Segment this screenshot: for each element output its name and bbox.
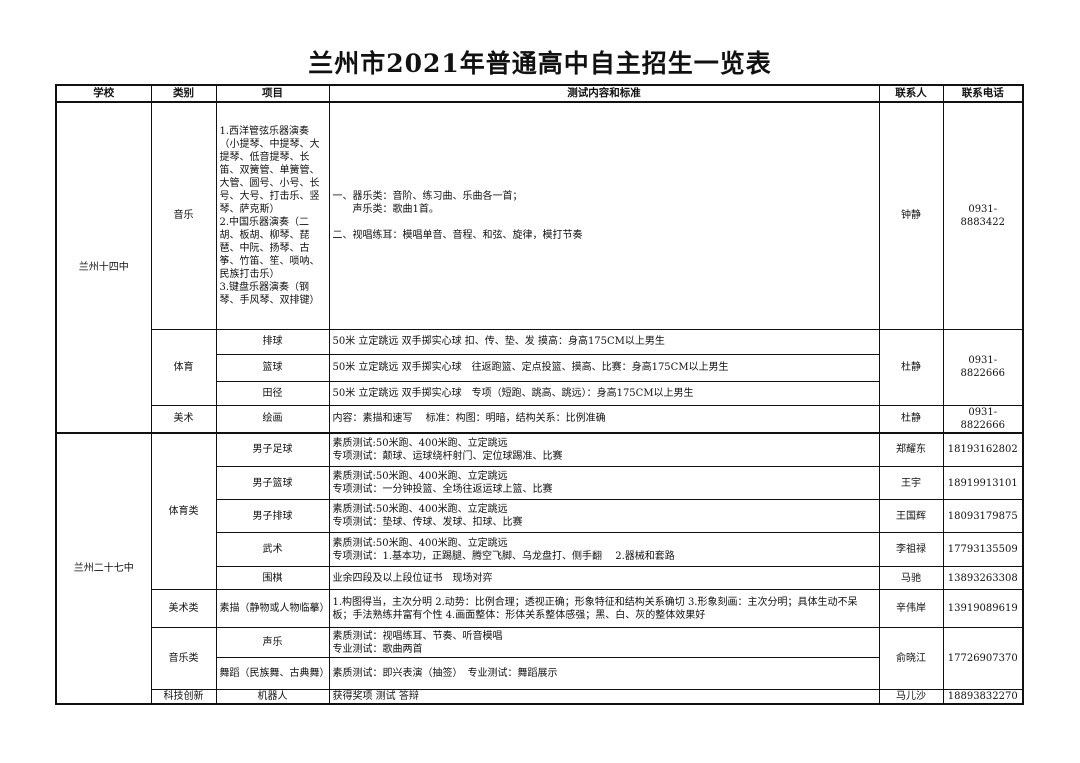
contact: 王国辉 <box>878 499 944 533</box>
item: 篮球 <box>215 353 330 382</box>
contact: 俞晓江 <box>878 627 944 690</box>
header-contact: 联系人 <box>878 84 944 103</box>
contact: 李祖禄 <box>878 532 944 567</box>
contact: 马儿沙 <box>878 689 944 705</box>
phone: 18919913101 <box>942 466 1024 500</box>
category: 音乐类 <box>150 627 217 690</box>
item: 田径 <box>215 380 330 406</box>
category: 体育 <box>150 328 217 406</box>
header-content: 测试内容和标准 <box>328 84 880 103</box>
content: 获得奖项 测试 答辩 <box>328 689 880 705</box>
item: 武术 <box>215 532 330 567</box>
phone: 17793135509 <box>942 532 1024 567</box>
page-title: 兰州市2021年普通高中自主招生一览表 <box>308 49 772 78</box>
header-row: 学校 类别 项目 测试内容和标准 联系人 联系电话 <box>55 84 1024 103</box>
table-row: 音乐类 声乐 素质测试：视唱练耳、节奏、听音模唱 专业测试：歌曲两首 俞晓江 1… <box>56 627 1024 690</box>
content: 素质测试:50米跑、400米跑、立定跳远 专项测试：一分钟投篮、全场往返运球上篮… <box>328 466 880 500</box>
item: 男子篮球 <box>215 466 330 500</box>
phone: 13893263308 <box>942 566 1024 590</box>
header-item: 项目 <box>215 84 330 103</box>
content: 业余四段及以上段位证书 现场对弈 <box>328 566 880 590</box>
content: 一、器乐类：音阶、练习曲、乐曲各一首； 声乐类：歌曲1首。 二、视唱练耳：模唱单… <box>328 101 880 330</box>
table-row: 男子篮球 素质测试:50米跑、400米跑、立定跳远 专项测试：一分钟投篮、全场往… <box>56 466 1024 500</box>
item: 绘画 <box>215 404 330 433</box>
phone: 0931-8822666 <box>942 404 1024 433</box>
table-row: 美术类 素描（静物或人物临摹） 1.构图得当，主次分明 2.动势：比例合理；透视… <box>56 589 1024 628</box>
table-row: 舞蹈（民族舞、古典舞） 素质测试：即兴表演（抽签） 专业测试：舞蹈展示 <box>56 657 1023 690</box>
item: 1.西洋管弦乐器演奏（小提琴、中提琴、大提琴、低音提琴、长笛、双簧管、单簧管、大… <box>215 101 330 330</box>
item: 舞蹈（民族舞、古典舞） <box>215 657 330 690</box>
category: 美术类 <box>150 589 217 628</box>
category: 美术 <box>150 404 217 433</box>
phone: 18193162802 <box>942 432 1024 467</box>
content: 50米 立定跳远 双手掷实心球 专项（短跑、跳高、跳远）：身高175CM以上男生 <box>328 380 880 406</box>
table-row: 田径 50米 立定跳远 双手掷实心球 专项（短跑、跳高、跳远）：身高175CM以… <box>56 380 1023 406</box>
contact: 杜静 <box>878 404 944 433</box>
content: 素质测试:50米跑、400米跑、立定跳远 专项测试：颠球、运球绕杆射门、定位球踢… <box>328 432 880 467</box>
phone: 13919089619 <box>942 589 1024 628</box>
content: 素质测试:50米跑、400米跑、立定跳远 专项测试：1.基本功，正踢腿、腾空飞脚… <box>328 532 880 567</box>
content: 50米 立定跳远 双手掷实心球 往返跑篮、定点投篮、摸高、比赛：身高175CM以… <box>328 353 880 382</box>
header-category: 类别 <box>150 84 217 103</box>
item: 男子排球 <box>215 499 330 533</box>
phone: 0931-8822666 <box>942 328 1024 406</box>
table-row: 男子排球 素质测试:50米跑、400米跑、立定跳远 专项测试：垫球、传球、发球、… <box>56 499 1024 533</box>
admissions-table: 学校 类别 项目 测试内容和标准 联系人 联系电话 兰州十四中 音乐 1.西洋管… <box>55 84 1024 705</box>
category: 科技创新 <box>150 689 217 705</box>
content: 内容：素描和速写 标准：构图：明暗，结构关系：比例准确 <box>328 404 880 433</box>
content: 素质测试:50米跑、400米跑、立定跳远 专项测试：垫球、传球、发球、扣球、比赛 <box>328 499 880 533</box>
contact: 钟静 <box>878 101 944 330</box>
item: 素描（静物或人物临摹） <box>215 589 330 628</box>
item: 围棋 <box>215 566 330 590</box>
table-row: 武术 素质测试:50米跑、400米跑、立定跳远 专项测试：1.基本功，正踢腿、腾… <box>56 532 1024 567</box>
contact: 杜静 <box>878 328 944 406</box>
content: 1.构图得当，主次分明 2.动势：比例合理；透视正确；形象特征和结构关系确切 3… <box>328 589 880 628</box>
school-name: 兰州十四中 <box>55 101 152 433</box>
table-row: 美术 绘画 内容：素描和速写 标准：构图：明暗，结构关系：比例准确 杜静 093… <box>56 404 1024 433</box>
category: 体育类 <box>150 432 217 590</box>
phone: 18093179875 <box>942 499 1024 533</box>
contact: 王宇 <box>878 466 944 500</box>
table-row: 体育 排球 50米 立定跳远 双手掷实心球 扣、传、垫、发 摸高：身高175CM… <box>56 328 1024 406</box>
item: 声乐 <box>215 627 330 658</box>
table-row: 科技创新 机器人 获得奖项 测试 答辩 马儿沙 18893832270 <box>56 689 1024 705</box>
phone: 0931-8883422 <box>942 101 1024 330</box>
content: 50米 立定跳远 双手掷实心球 扣、传、垫、发 摸高：身高175CM以上男生 <box>328 328 880 355</box>
header-phone: 联系电话 <box>942 84 1024 103</box>
school-name: 兰州二十七中 <box>55 432 152 705</box>
table-row: 兰州二十七中 体育类 男子足球 素质测试:50米跑、400米跑、立定跳远 专项测… <box>55 432 1024 705</box>
phone: 17726907370 <box>942 627 1024 690</box>
table-row: 兰州十四中 音乐 1.西洋管弦乐器演奏（小提琴、中提琴、大提琴、低音提琴、长笛、… <box>55 101 1024 433</box>
contact: 马驰 <box>878 566 944 590</box>
table-row: 围棋 业余四段及以上段位证书 现场对弈 马驰 13893263308 <box>56 566 1024 590</box>
item: 男子足球 <box>215 432 330 467</box>
content: 素质测试：视唱练耳、节奏、听音模唱 专业测试：歌曲两首 <box>328 627 880 658</box>
item: 机器人 <box>215 689 330 705</box>
item: 排球 <box>215 328 330 355</box>
phone: 18893832270 <box>942 689 1024 705</box>
contact: 郑耀东 <box>878 432 944 467</box>
header-school: 学校 <box>55 84 152 103</box>
contact: 辛伟岸 <box>878 589 944 628</box>
content: 素质测试：即兴表演（抽签） 专业测试：舞蹈展示 <box>328 657 880 690</box>
category: 音乐 <box>150 101 217 330</box>
